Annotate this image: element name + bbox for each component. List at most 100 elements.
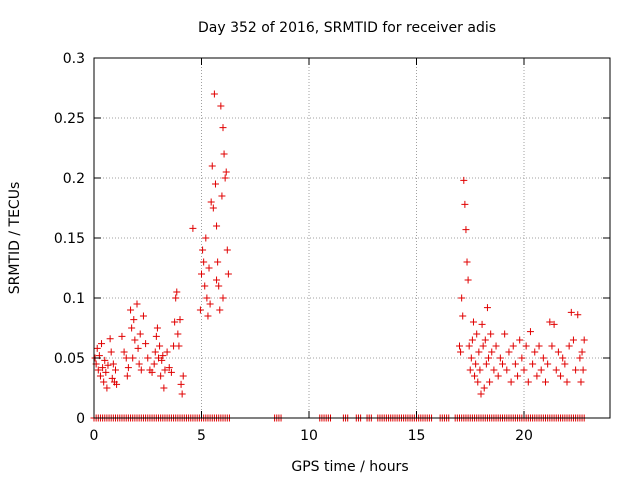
data-point: [462, 226, 470, 234]
data-point: [204, 312, 212, 320]
data-point: [526, 328, 534, 336]
data-point: [561, 360, 569, 368]
x-axis-label: GPS time / hours: [291, 459, 408, 475]
data-point: [211, 180, 219, 188]
x-tick-label: 5: [197, 428, 206, 444]
data-point: [218, 192, 226, 200]
data-point: [579, 366, 587, 374]
y-tick-label: 0: [76, 411, 85, 427]
data-point: [546, 318, 554, 326]
data-point: [559, 354, 567, 362]
data-point: [477, 390, 485, 398]
data-point: [548, 342, 556, 350]
data-point: [221, 174, 229, 182]
data-point: [173, 288, 181, 296]
data-point: [139, 312, 147, 320]
data-point: [486, 378, 494, 386]
data-point: [217, 102, 225, 110]
data-point: [490, 366, 498, 374]
data-point: [572, 366, 580, 374]
data-point: [463, 258, 471, 266]
data-point: [466, 366, 474, 374]
data-point: [104, 361, 112, 369]
data-point: [518, 354, 526, 362]
chart-title: Day 352 of 2016, SRMTID for receiver adi…: [198, 20, 496, 36]
data-point: [514, 372, 522, 380]
data-point: [98, 340, 106, 348]
data-point: [578, 348, 586, 356]
data-point: [205, 264, 213, 272]
y-tick-label: 0.2: [63, 171, 85, 187]
y-axis-label: SRMTID / TECUs: [7, 182, 23, 295]
data-point: [189, 224, 197, 232]
data-point: [544, 360, 552, 368]
data-point: [494, 372, 502, 380]
data-point: [108, 374, 116, 382]
data-point: [127, 306, 135, 314]
data-point: [481, 336, 489, 344]
data-point: [565, 342, 573, 350]
data-point: [210, 90, 218, 98]
data-point: [209, 204, 217, 212]
data-point: [472, 360, 480, 368]
data-point: [577, 378, 585, 386]
data-point: [485, 354, 493, 362]
data-point: [487, 330, 495, 338]
data-point: [100, 378, 108, 386]
data-point: [202, 234, 210, 242]
y-tick-label: 0.15: [54, 231, 85, 247]
data-point: [499, 360, 506, 368]
data-point: [113, 380, 121, 388]
data-point: [128, 324, 136, 332]
data-point: [222, 168, 230, 176]
data-point: [492, 342, 500, 350]
data-point: [167, 368, 175, 376]
data-point: [520, 366, 528, 374]
data-point: [135, 360, 143, 368]
data-point: [152, 332, 160, 340]
data-point: [208, 162, 216, 170]
x-tick-label: 10: [300, 428, 318, 444]
data-point: [122, 354, 130, 362]
data-point: [171, 318, 179, 326]
data-point: [531, 348, 539, 356]
data-point: [103, 384, 111, 392]
data-point: [459, 312, 467, 320]
data-point: [172, 294, 180, 302]
data-point: [524, 378, 532, 386]
data-point: [456, 342, 463, 350]
data-point: [509, 342, 517, 350]
data-point: [151, 348, 159, 356]
data-point: [469, 318, 477, 326]
data-point: [476, 366, 484, 374]
data-point: [101, 356, 109, 364]
data-point: [539, 354, 547, 362]
data-point: [574, 311, 582, 319]
data-point: [488, 348, 496, 356]
data-point: [554, 348, 562, 356]
data-point: [479, 342, 487, 350]
data-point: [133, 300, 141, 308]
data-point: [112, 366, 119, 374]
data-point: [165, 364, 173, 372]
data-point: [118, 332, 126, 340]
data-point: [201, 282, 209, 290]
data-point: [178, 390, 186, 398]
data-point: [537, 366, 545, 374]
data-point: [159, 352, 167, 360]
y-tick-label: 0.3: [63, 51, 85, 67]
data-point: [224, 270, 232, 278]
data-point: [136, 330, 144, 338]
data-point: [216, 306, 224, 314]
x-tick-label: 0: [90, 428, 99, 444]
data-point: [461, 200, 469, 208]
y-tick-label: 0.25: [54, 111, 85, 127]
data-point: [96, 372, 104, 380]
data-point: [215, 282, 223, 290]
data-point: [569, 336, 577, 344]
data-point: [501, 330, 509, 338]
data-point: [161, 366, 169, 374]
data-point: [123, 372, 131, 380]
data-point: [503, 366, 511, 374]
